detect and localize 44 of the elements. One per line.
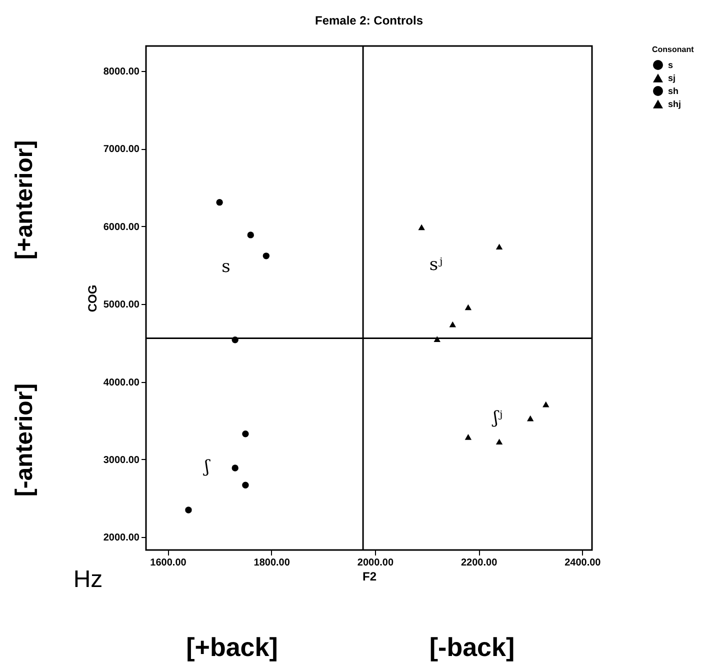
annotation: sʲ: [429, 255, 443, 275]
x-tick-label: 1600.00: [150, 558, 187, 568]
point: [216, 198, 223, 206]
point: [542, 401, 550, 408]
annotation: ʃʲ: [491, 408, 503, 428]
point: [185, 506, 192, 514]
y-tick-label: 7000.00: [103, 144, 140, 156]
y-tick-label: 6000.00: [103, 222, 140, 233]
x-tick-label: 2400.00: [564, 558, 602, 568]
text: [+back]: [186, 632, 278, 662]
legend-label: s: [668, 60, 674, 70]
y-tick-label: 4000.00: [103, 377, 140, 388]
x-tick-label: 2000.00: [357, 558, 394, 568]
point: [449, 321, 456, 328]
point: [418, 224, 425, 230]
x-tick-label: 2200.00: [460, 558, 498, 568]
x-axis-title: F2: [362, 570, 377, 584]
text: [+anterior]: [11, 140, 38, 260]
y-tick-label: 8000.00: [103, 66, 140, 78]
point: [242, 482, 249, 488]
annotation: s: [222, 257, 230, 277]
legend-label: sj: [668, 73, 676, 83]
y-tick-label: 2000.00: [103, 532, 140, 544]
point: [242, 430, 249, 438]
chart-title: Female 2: Controls: [314, 13, 424, 28]
legend-label: shj: [668, 99, 682, 109]
text: [-back]: [429, 632, 515, 662]
point: [262, 252, 270, 260]
y-tick-label: 5000.00: [103, 300, 140, 311]
point: [232, 464, 238, 472]
point: [464, 434, 472, 440]
text: [-anterior]: [11, 383, 38, 497]
point: [247, 232, 254, 238]
point: [464, 304, 472, 310]
y-axis-title: COG: [85, 284, 100, 312]
annotation: ʃ: [202, 457, 211, 477]
legend-title: Consonant: [652, 45, 694, 54]
point: [496, 244, 503, 250]
y-tick-label: 3000.00: [103, 454, 140, 466]
point: [496, 438, 503, 445]
text: Hz: [73, 566, 103, 593]
x-tick-label: 1800.00: [254, 558, 290, 568]
legend-label: sh: [668, 86, 679, 96]
point: [527, 415, 534, 422]
